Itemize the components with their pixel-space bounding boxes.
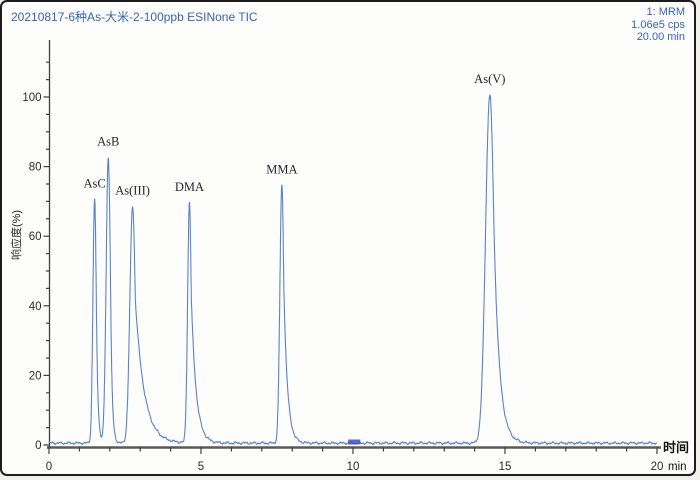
acquisition-info: 1: MRM 1.06e5 cps 20.00 min [631, 6, 685, 44]
chromatogram-plot: 0 5 10 15 20 0 20 40 60 80 100 AsC AsB As(III) DMA MMA A… [9, 40, 689, 473]
x-axis-label: 时间 [663, 440, 689, 455]
x-tick-label: 15 [499, 461, 512, 473]
x-tick-label: 20 [651, 461, 664, 473]
peak-label-dma: DMA [175, 180, 204, 194]
tic-curve [48, 94, 658, 446]
y-tick-label: 0 [35, 440, 41, 452]
peak-label-mma: MMA [266, 162, 297, 176]
y-axis-label: 响应度(%) [9, 210, 23, 260]
y-tick-label: 60 [29, 231, 42, 243]
y-tick-label: 40 [29, 301, 42, 313]
y-tick-label: 80 [29, 162, 42, 174]
run-duration: 20.00 min [636, 31, 685, 43]
peak-label-asiii: As(III) [115, 183, 150, 197]
x-tick-label: 5 [198, 461, 204, 473]
x-tick-label: 10 [347, 461, 360, 473]
x-axis-unit: min [668, 461, 687, 473]
peak-label-asc: AsC [83, 176, 105, 190]
plot-generated-layer: 0 5 10 15 20 0 20 40 60 80 100 AsC AsB As(III) DMA MMA A… [22, 40, 663, 473]
x-tick-label: 0 [46, 461, 52, 473]
y-tick-label: 100 [22, 92, 41, 104]
peak-label-asv: As(V) [474, 72, 505, 86]
peak-label-asb: AsB [97, 135, 119, 149]
max-intensity: 1.06e5 cps [631, 18, 685, 31]
sample-title: 20210817-6种As-大米-2-100ppb ESINone TIC [11, 10, 258, 24]
experiment-type: 1: MRM [646, 6, 686, 18]
y-tick-label: 20 [29, 370, 42, 382]
baseline-marker [348, 439, 361, 445]
